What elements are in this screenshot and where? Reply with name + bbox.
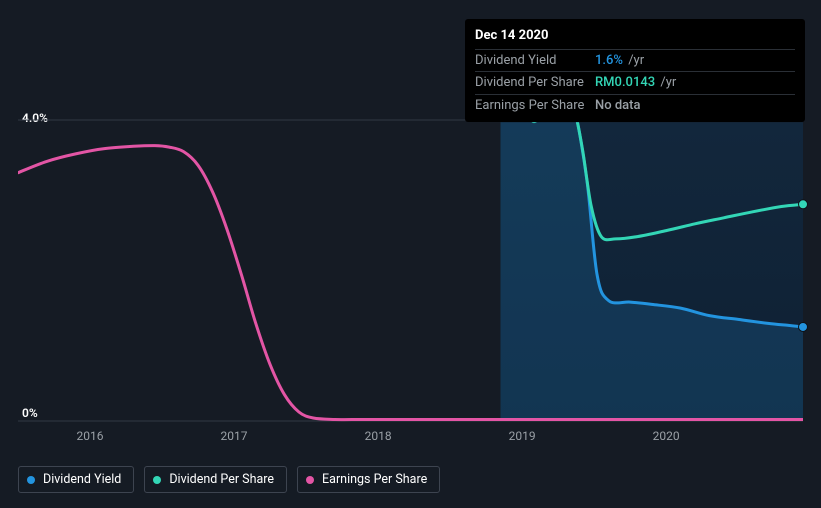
tooltip-row: Earnings Per ShareNo data	[475, 94, 795, 117]
tooltip-value: 1.6% /yr	[595, 52, 644, 70]
legend-item[interactable]: Earnings Per Share	[297, 466, 440, 493]
legend: Dividend Yield Dividend Per Share Earnings…	[18, 466, 440, 493]
tooltip-date: Dec 14 2020	[475, 27, 795, 45]
tooltip-row: Dividend Yield1.6% /yr	[475, 49, 795, 72]
legend-label: Dividend Per Share	[169, 472, 274, 487]
x-axis-label: 2018	[365, 429, 392, 443]
legend-label: Earnings Per Share	[322, 472, 427, 487]
legend-dot	[153, 476, 161, 484]
legend-dot	[27, 476, 35, 484]
tooltip-value: No data	[595, 97, 641, 115]
legend-dot	[306, 476, 314, 484]
legend-item[interactable]: Dividend Per Share	[144, 466, 287, 493]
legend-label: Dividend Yield	[43, 472, 121, 487]
legend-item[interactable]: Dividend Yield	[18, 466, 134, 493]
x-axis-label: 2019	[509, 429, 536, 443]
x-axis-label: 2016	[77, 429, 104, 443]
tooltip-label: Dividend Yield	[475, 52, 595, 70]
tooltip-row: Dividend Per ShareRM0.0143 /yr	[475, 71, 795, 94]
hover-tooltip: Dec 14 2020 Dividend Yield1.6% /yrDivide…	[465, 19, 805, 122]
tooltip-value: RM0.0143 /yr	[595, 74, 676, 92]
tooltip-label: Dividend Per Share	[475, 74, 595, 92]
tooltip-label: Earnings Per Share	[475, 97, 595, 115]
x-axis-label: 2017	[221, 429, 248, 443]
x-axis-label: 2020	[653, 429, 680, 443]
